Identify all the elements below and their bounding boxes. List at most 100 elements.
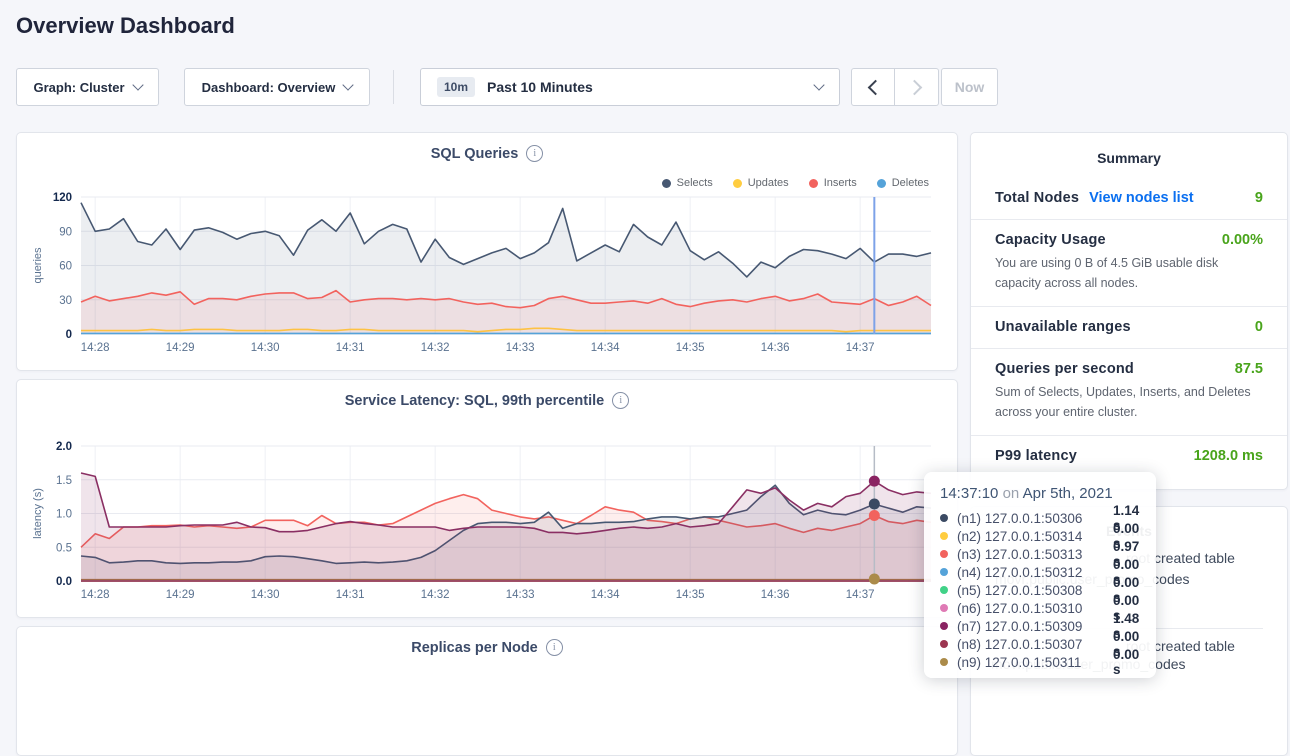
svg-text:30: 30 xyxy=(59,295,72,307)
qps-label: Queries per second xyxy=(995,361,1134,377)
node-address: (n1) 127.0.0.1:50306 xyxy=(957,511,1113,526)
summary-row-qps: Queries per second 87.5 Sum of Selects, … xyxy=(971,349,1287,436)
node-color-dot-icon xyxy=(940,586,948,594)
node-address: (n2) 127.0.0.1:50314 xyxy=(957,529,1113,544)
svg-text:60: 60 xyxy=(59,261,72,273)
qps-desc: Sum of Selects, Updates, Inserts, and De… xyxy=(995,382,1263,422)
capacity-usage-value: 0.00% xyxy=(1222,232,1263,248)
svg-text:0.5: 0.5 xyxy=(56,542,72,554)
svg-text:1.0: 1.0 xyxy=(56,509,72,521)
svg-text:14:28: 14:28 xyxy=(81,589,110,601)
chevron-down-icon xyxy=(813,79,824,90)
time-range-badge: 10m xyxy=(437,77,475,97)
node-address: (n6) 127.0.0.1:50310 xyxy=(957,601,1113,616)
total-nodes-value: 9 xyxy=(1255,190,1263,206)
service-latency-card: Service Latency: SQL, 99th percentile i … xyxy=(16,379,958,618)
unavailable-ranges-value: 0 xyxy=(1255,319,1263,335)
graph-dropdown[interactable]: Graph: Cluster xyxy=(16,68,159,106)
node-address: (n8) 127.0.0.1:50307 xyxy=(957,637,1113,652)
tooltip-node-row: (n3) 127.0.0.1:503130.97 s xyxy=(940,545,1142,563)
summary-row-total-nodes: Total Nodes View nodes list 9 xyxy=(971,178,1287,220)
node-color-dot-icon xyxy=(940,604,948,612)
node-color-dot-icon xyxy=(940,658,948,666)
svg-text:14:35: 14:35 xyxy=(676,342,705,354)
svg-text:14:31: 14:31 xyxy=(336,589,365,601)
svg-text:1.5: 1.5 xyxy=(56,475,72,487)
info-icon[interactable]: i xyxy=(546,639,563,656)
svg-text:14:33: 14:33 xyxy=(506,589,535,601)
view-nodes-list-link[interactable]: View nodes list xyxy=(1089,190,1194,206)
time-nav-group xyxy=(851,68,939,106)
svg-text:14:32: 14:32 xyxy=(421,589,450,601)
controls-divider xyxy=(393,70,394,104)
node-address: (n5) 127.0.0.1:50308 xyxy=(957,583,1113,598)
svg-text:14:32: 14:32 xyxy=(421,342,450,354)
summary-row-p99: P99 latency 1208.0 ms xyxy=(971,436,1287,477)
node-address: (n4) 127.0.0.1:50312 xyxy=(957,565,1113,580)
svg-text:14:30: 14:30 xyxy=(251,589,280,601)
tooltip-node-row: (n9) 127.0.0.1:503110.00 s xyxy=(940,653,1142,671)
svg-text:120: 120 xyxy=(53,192,72,204)
replicas-per-node-title: Replicas per Node i xyxy=(17,639,957,656)
svg-text:queries: queries xyxy=(32,247,44,284)
node-latency-value: 0.00 s xyxy=(1113,647,1142,677)
tooltip-node-row: (n4) 127.0.0.1:503120.00 s xyxy=(940,563,1142,581)
node-address: (n9) 127.0.0.1:50311 xyxy=(957,655,1113,670)
svg-text:latency (s): latency (s) xyxy=(32,488,44,539)
page-title: Overview Dashboard xyxy=(16,13,235,39)
chart-hover-tooltip: 14:37:10 on Apr 5th, 2021 (n1) 127.0.0.1… xyxy=(924,472,1156,678)
svg-text:14:36: 14:36 xyxy=(761,342,790,354)
svg-text:0.0: 0.0 xyxy=(56,576,72,588)
summary-card: Summary Total Nodes View nodes list 9 Ca… xyxy=(970,132,1288,490)
node-color-dot-icon xyxy=(940,514,948,522)
node-color-dot-icon xyxy=(940,550,948,558)
sql-queries-card: SQL Queries i SelectsUpdatesInsertsDelet… xyxy=(16,132,958,371)
service-latency-title: Service Latency: SQL, 99th percentile i xyxy=(17,392,957,409)
summary-row-capacity: Capacity Usage 0.00% You are using 0 B o… xyxy=(971,220,1287,307)
svg-text:14:34: 14:34 xyxy=(591,589,620,601)
node-color-dot-icon xyxy=(940,640,948,648)
svg-text:14:34: 14:34 xyxy=(591,342,620,354)
svg-text:14:37: 14:37 xyxy=(846,342,875,354)
sql-queries-chart[interactable]: 14:2814:2914:3014:3114:3214:3314:3414:35… xyxy=(17,185,959,375)
node-color-dot-icon xyxy=(940,622,948,630)
chevron-down-icon xyxy=(343,79,354,90)
dashboard-dropdown-label: Dashboard: Overview xyxy=(202,80,336,95)
svg-text:90: 90 xyxy=(59,226,72,238)
summary-title: Summary xyxy=(971,133,1287,178)
tooltip-node-row: (n2) 127.0.0.1:503140.00 s xyxy=(940,527,1142,545)
chevron-down-icon xyxy=(132,79,143,90)
p99-latency-value: 1208.0 ms xyxy=(1194,448,1263,464)
qps-value: 87.5 xyxy=(1235,361,1263,377)
time-range-picker[interactable]: 10m Past 10 Minutes xyxy=(420,68,840,106)
summary-row-unavailable: Unavailable ranges 0 xyxy=(971,307,1287,349)
time-range-label: Past 10 Minutes xyxy=(487,79,593,95)
tooltip-node-row: (n5) 127.0.0.1:503080.00 s xyxy=(940,581,1142,599)
replicas-per-node-card: Replicas per Node i xyxy=(16,626,958,756)
service-latency-chart[interactable]: 14:28 14:29 14:30 14:31 14:32 14:33 14:34 14:35… xyxy=(17,432,959,622)
svg-text:14:35: 14:35 xyxy=(676,589,705,601)
arrow-right-icon xyxy=(907,79,923,95)
svg-text:14:29: 14:29 xyxy=(166,589,195,601)
node-address: (n7) 127.0.0.1:50309 xyxy=(957,619,1113,634)
svg-text:14:31: 14:31 xyxy=(336,342,365,354)
sql-queries-title: SQL Queries i xyxy=(17,145,957,162)
p99-latency-label: P99 latency xyxy=(995,448,1077,464)
svg-text:2.0: 2.0 xyxy=(56,441,72,453)
total-nodes-label: Total Nodes xyxy=(995,190,1079,206)
svg-text:14:29: 14:29 xyxy=(166,342,195,354)
info-icon[interactable]: i xyxy=(526,145,543,162)
node-address: (n3) 127.0.0.1:50313 xyxy=(957,547,1113,562)
svg-text:14:30: 14:30 xyxy=(251,342,280,354)
info-icon[interactable]: i xyxy=(612,392,629,409)
dashboard-dropdown[interactable]: Dashboard: Overview xyxy=(184,68,370,106)
unavailable-ranges-label: Unavailable ranges xyxy=(995,319,1131,335)
prev-time-button[interactable] xyxy=(851,68,895,106)
next-time-button[interactable] xyxy=(895,68,939,106)
graph-dropdown-label: Graph: Cluster xyxy=(33,80,124,95)
arrow-left-icon xyxy=(867,79,883,95)
capacity-usage-label: Capacity Usage xyxy=(995,232,1106,248)
tooltip-timestamp: 14:37:10 on Apr 5th, 2021 xyxy=(940,485,1142,502)
now-button[interactable]: Now xyxy=(941,68,998,106)
now-button-label: Now xyxy=(955,79,985,95)
